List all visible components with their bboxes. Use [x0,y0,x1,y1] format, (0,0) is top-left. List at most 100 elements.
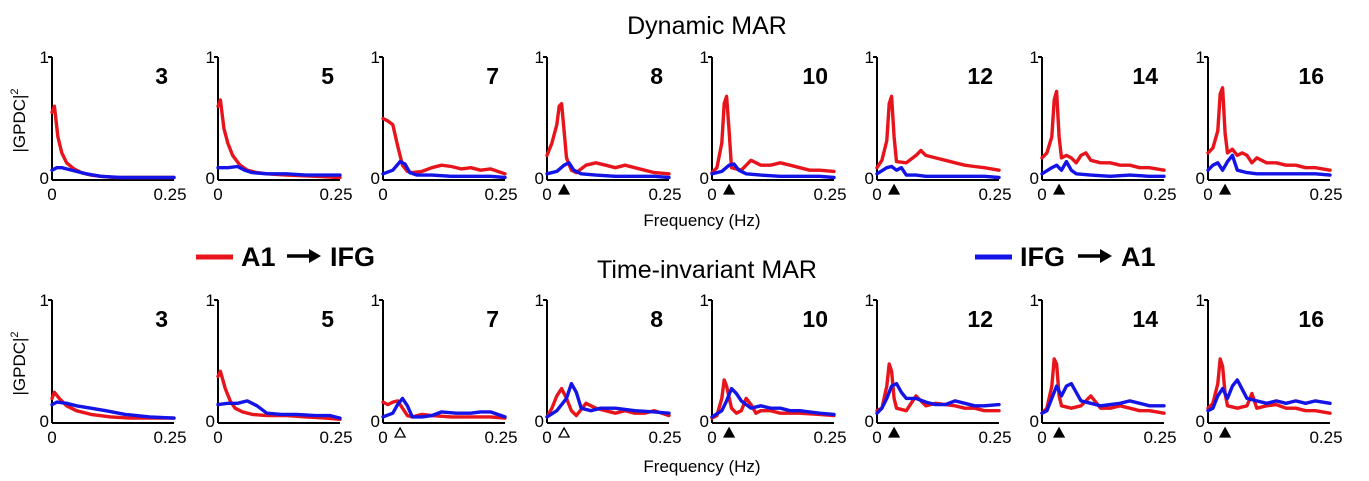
panel-5: 1 00 0.25 5 [206,48,353,204]
y-axis-label: |GPDC|2 [9,331,29,395]
dynamic-mar-xlabel: Frequency (Hz) [643,211,760,230]
filled-triangle-marker-icon [557,183,571,195]
x-tick-label: 0 [378,185,387,204]
series-a1-to-ifg [1040,357,1166,415]
series-ifg-to-a1 [216,164,342,177]
x-tick-label: 0.25 [153,428,186,447]
x-tick-label: 0 [872,185,881,204]
x-tick-label: 0.25 [1143,428,1176,447]
x-tick-label: 0 [1203,428,1212,447]
x-tick-label: 0 [378,428,387,447]
legend-a1-to-ifg: A1 IFG [196,242,375,272]
y-tick-label: 0 [1030,169,1039,188]
series-ifg-to-a1 [710,162,836,180]
x-tick-label: 0 [213,428,222,447]
series-a1-to-ifg [50,390,176,420]
series-ifg-to-a1 [710,386,836,419]
y-tick-label: 0 [1196,169,1205,188]
panel-16: 1 00 0.25 16 [1196,48,1343,204]
panel-3: 1 00 0.25 3 [40,48,187,204]
x-tick-label: 0 [213,185,222,204]
y-tick-label: 0 [371,169,380,188]
x-tick-label: 0.25 [484,185,517,204]
series-a1-to-ifg [1040,89,1166,172]
right-arrow-icon [1078,249,1112,263]
y-tick-label: 1 [1196,48,1205,67]
y-tick-label: 0 [40,169,49,188]
series-a1-to-ifg [381,399,507,420]
y-tick-label: 1 [371,48,380,67]
series-a1-to-ifg [875,94,1001,172]
y-tick-label: 0 [206,169,215,188]
x-tick-label: 0.25 [1309,428,1342,447]
time-invariant-mar-title: Time-invariant MAR [597,256,817,284]
filled-triangle-marker-icon [722,183,736,195]
panel-label: 8 [650,306,663,332]
panel-label: 7 [486,306,499,332]
panel-label: 5 [321,306,334,332]
series-ifg-to-a1 [381,396,507,419]
y-tick-label: 0 [700,169,709,188]
panel-14: 1 00 0.25 14 [1030,48,1177,204]
y-tick-label: 1 [865,291,874,310]
time-invariant-mar-xlabel: Frequency (Hz) [643,457,760,476]
y-tick-label: 0 [206,412,215,431]
panel-label: 14 [1132,63,1158,89]
panel-5: 1 00 0.25 5 [206,291,353,447]
y-tick-label: 1 [535,48,544,67]
filled-triangle-marker-icon [887,183,901,195]
series-ifg-to-a1 [875,381,1001,415]
panel-14: 1 00 0.25 14 [1030,291,1177,447]
series-a1-to-ifg [1206,86,1332,172]
legend-ifg-target: IFG [330,242,375,272]
y-tick-label: 1 [40,291,49,310]
y-tick-label: 0 [865,169,874,188]
y-tick-label: 1 [1030,291,1039,310]
panel-7: 1 00 0.25 7 [371,48,518,204]
series-ifg-to-a1 [545,381,671,419]
x-tick-label: 0.25 [153,185,186,204]
panel-7: 1 00 0.25 7 [371,291,518,447]
series-a1-to-ifg [381,116,507,176]
x-tick-label: 0.25 [1309,185,1342,204]
y-tick-label: 0 [535,412,544,431]
series-a1-to-ifg [545,101,671,176]
x-tick-label: 0.25 [319,185,352,204]
y-tick-label: 1 [206,291,215,310]
series-ifg-to-a1 [545,161,671,180]
filled-triangle-marker-icon [1052,183,1066,195]
x-tick-label: 0 [1037,428,1046,447]
legend-a1-source: A1 [241,242,276,272]
series-a1-to-ifg [216,369,342,421]
x-tick-label: 0 [1203,185,1212,204]
x-tick-label: 0 [47,185,56,204]
open-triangle-marker-icon [557,426,571,438]
panel-label: 3 [155,63,168,89]
x-tick-label: 0 [1037,185,1046,204]
series-a1-to-ifg [50,104,176,180]
panel-label: 8 [650,63,663,89]
right-arrow-icon [287,249,321,263]
x-tick-label: 0.25 [484,428,517,447]
x-tick-label: 0 [47,428,56,447]
panel-label: 5 [321,63,334,89]
panel-label: 16 [1298,63,1324,89]
series-ifg-to-a1 [1206,378,1332,413]
panel-label: 16 [1298,306,1324,332]
panel-8: 1 00 0.25 8 [535,48,682,204]
panel-label: 10 [802,63,828,89]
series-ifg-to-a1 [1206,153,1332,177]
x-tick-label: 0.25 [648,428,681,447]
panel-label: 12 [967,306,993,332]
x-tick-label: 0.25 [1143,185,1176,204]
series-a1-to-ifg [545,386,671,419]
panel-label: 10 [802,306,828,332]
x-tick-label: 0 [542,185,551,204]
y-tick-label: 1 [865,48,874,67]
x-tick-label: 0.25 [813,428,846,447]
dynamic-mar-title: Dynamic MAR [627,12,787,40]
x-tick-label: 0 [707,428,716,447]
